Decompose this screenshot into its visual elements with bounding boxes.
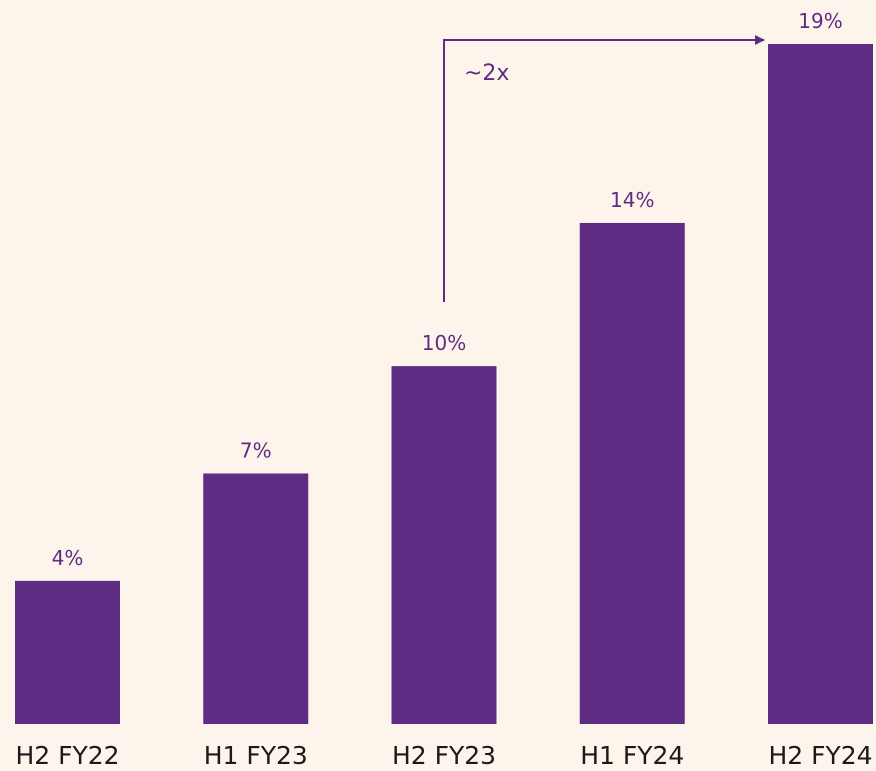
value-label: 7% [240,438,272,462]
x-tick-label: H2 FY22 [15,741,119,770]
value-label: 14% [610,188,654,212]
annotation: ~2x [464,61,509,86]
bar [15,580,120,724]
x-tick-label: H1 FY23 [204,741,308,770]
value-label: 10% [422,331,466,355]
bar [391,366,497,724]
growth-arrow [443,35,765,302]
bar [768,44,873,724]
bar [203,473,309,724]
value-label: 4% [52,546,84,570]
value-label: 19% [798,9,842,33]
x-tick-label: H2 FY23 [392,741,496,770]
bar [579,222,685,724]
x-tick-label: H2 FY24 [768,741,872,770]
x-tick-label: H1 FY24 [580,741,684,770]
